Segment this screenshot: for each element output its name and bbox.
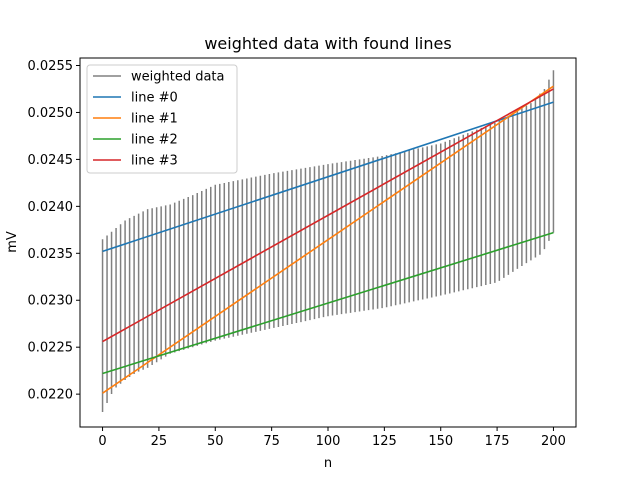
y-tick-label: 0.0230 (28, 294, 74, 309)
y-tick-label: 0.0235 (28, 247, 74, 262)
y-tick-label: 0.0245 (28, 153, 74, 168)
series-line-2 (102, 231, 554, 375)
x-tick-label: 125 (372, 434, 397, 449)
x-axis-ticks: 0 25 50 75 100 125 150 175 200 (98, 427, 566, 449)
legend: weighted data line #0 line #1 line #2 line #… (86, 64, 238, 174)
x-tick-label: 150 (428, 434, 453, 449)
x-tick-label: 75 (263, 434, 280, 449)
x-tick-label: 175 (485, 434, 510, 449)
y-tick-label: 0.0240 (28, 200, 74, 215)
y-tick-label: 0.0255 (28, 59, 74, 74)
x-tick-label: 200 (541, 434, 566, 449)
legend-label: weighted data (131, 70, 225, 85)
legend-box (86, 64, 238, 174)
series-line-1 (102, 85, 554, 394)
legend-label: line #2 (131, 133, 178, 148)
series-line-0 (102, 101, 554, 253)
legend-label: line #1 (131, 112, 178, 127)
x-axis-label: n (324, 456, 332, 471)
y-axis-label: mV (5, 231, 20, 253)
chart-title: weighted data with found lines (204, 34, 451, 53)
legend-label: line #3 (131, 154, 178, 169)
y-tick-label: 0.0250 (28, 106, 74, 121)
x-tick-label: 25 (151, 434, 168, 449)
x-tick-label: 100 (316, 434, 341, 449)
y-tick-label: 0.0220 (28, 388, 74, 403)
x-tick-label: 50 (207, 434, 224, 449)
fitted-lines (102, 85, 554, 394)
legend-label: line #0 (131, 91, 178, 106)
y-tick-label: 0.0225 (28, 341, 74, 356)
x-tick-label: 0 (98, 434, 106, 449)
series-line-3 (102, 88, 554, 343)
y-axis-ticks: 0.0220 0.0225 0.0230 0.0235 0.0240 0.0245 0.02… (28, 59, 80, 403)
